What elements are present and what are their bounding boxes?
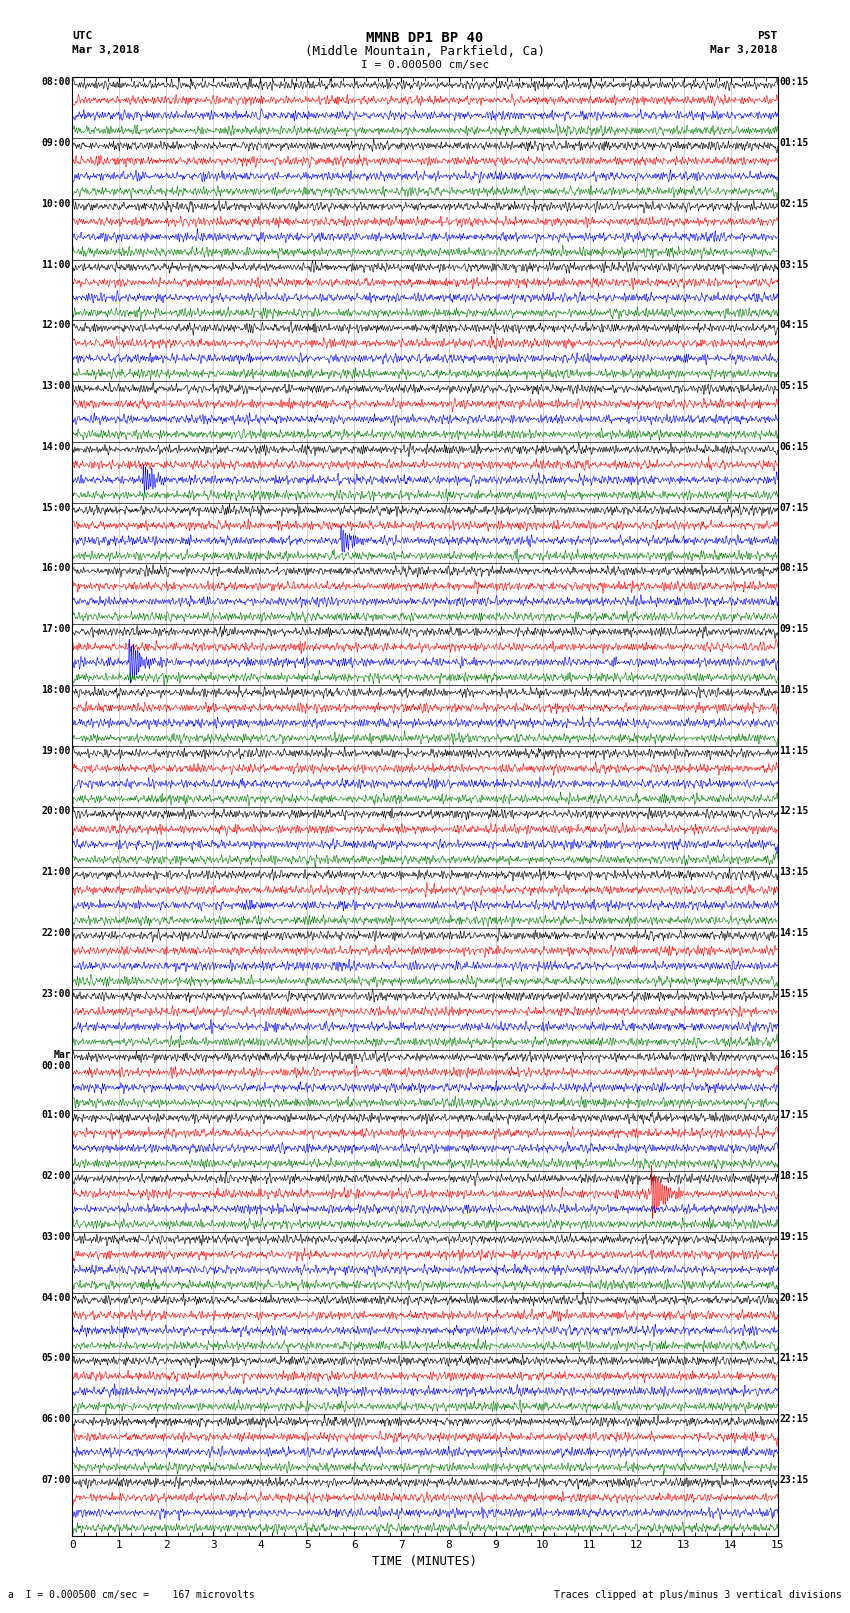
Text: 07:15: 07:15: [779, 503, 808, 513]
Text: 19:15: 19:15: [779, 1232, 808, 1242]
Text: 23:00: 23:00: [42, 989, 71, 998]
X-axis label: TIME (MINUTES): TIME (MINUTES): [372, 1555, 478, 1568]
Text: 21:00: 21:00: [42, 868, 71, 877]
Text: 19:00: 19:00: [42, 745, 71, 756]
Text: 10:00: 10:00: [42, 198, 71, 210]
Text: 05:15: 05:15: [779, 381, 808, 392]
Text: Mar 3,2018: Mar 3,2018: [711, 45, 778, 55]
Text: I = 0.000500 cm/sec: I = 0.000500 cm/sec: [361, 60, 489, 69]
Text: 22:00: 22:00: [42, 927, 71, 939]
Text: 03:15: 03:15: [779, 260, 808, 269]
Text: 21:15: 21:15: [779, 1353, 808, 1363]
Text: Traces clipped at plus/minus 3 vertical divisions: Traces clipped at plus/minus 3 vertical …: [553, 1590, 842, 1600]
Text: 16:15: 16:15: [779, 1050, 808, 1060]
Text: 08:15: 08:15: [779, 563, 808, 574]
Text: 23:15: 23:15: [779, 1474, 808, 1486]
Text: 15:00: 15:00: [42, 503, 71, 513]
Text: 00:15: 00:15: [779, 77, 808, 87]
Text: 03:00: 03:00: [42, 1232, 71, 1242]
Text: 17:00: 17:00: [42, 624, 71, 634]
Text: 04:00: 04:00: [42, 1292, 71, 1303]
Text: 01:15: 01:15: [779, 139, 808, 148]
Text: Mar
00:00: Mar 00:00: [42, 1050, 71, 1071]
Text: 06:00: 06:00: [42, 1415, 71, 1424]
Text: (Middle Mountain, Parkfield, Ca): (Middle Mountain, Parkfield, Ca): [305, 45, 545, 58]
Text: 13:00: 13:00: [42, 381, 71, 392]
Text: 15:15: 15:15: [779, 989, 808, 998]
Text: 10:15: 10:15: [779, 686, 808, 695]
Text: 11:00: 11:00: [42, 260, 71, 269]
Text: 02:00: 02:00: [42, 1171, 71, 1181]
Text: 18:00: 18:00: [42, 686, 71, 695]
Text: 22:15: 22:15: [779, 1415, 808, 1424]
Text: 20:00: 20:00: [42, 806, 71, 816]
Text: 12:15: 12:15: [779, 806, 808, 816]
Text: 07:00: 07:00: [42, 1474, 71, 1486]
Text: 02:15: 02:15: [779, 198, 808, 210]
Text: 04:15: 04:15: [779, 321, 808, 331]
Text: 12:00: 12:00: [42, 321, 71, 331]
Text: a  I = 0.000500 cm/sec =    167 microvolts: a I = 0.000500 cm/sec = 167 microvolts: [8, 1590, 255, 1600]
Text: 08:00: 08:00: [42, 77, 71, 87]
Text: 14:00: 14:00: [42, 442, 71, 452]
Text: 09:00: 09:00: [42, 139, 71, 148]
Text: 18:15: 18:15: [779, 1171, 808, 1181]
Text: 14:15: 14:15: [779, 927, 808, 939]
Text: 16:00: 16:00: [42, 563, 71, 574]
Text: PST: PST: [757, 31, 778, 40]
Text: 11:15: 11:15: [779, 745, 808, 756]
Text: 06:15: 06:15: [779, 442, 808, 452]
Text: Mar 3,2018: Mar 3,2018: [72, 45, 139, 55]
Text: 20:15: 20:15: [779, 1292, 808, 1303]
Text: UTC: UTC: [72, 31, 93, 40]
Text: 09:15: 09:15: [779, 624, 808, 634]
Text: 13:15: 13:15: [779, 868, 808, 877]
Text: 17:15: 17:15: [779, 1110, 808, 1121]
Text: 01:00: 01:00: [42, 1110, 71, 1121]
Text: 05:00: 05:00: [42, 1353, 71, 1363]
Text: MMNB DP1 BP 40: MMNB DP1 BP 40: [366, 31, 484, 45]
